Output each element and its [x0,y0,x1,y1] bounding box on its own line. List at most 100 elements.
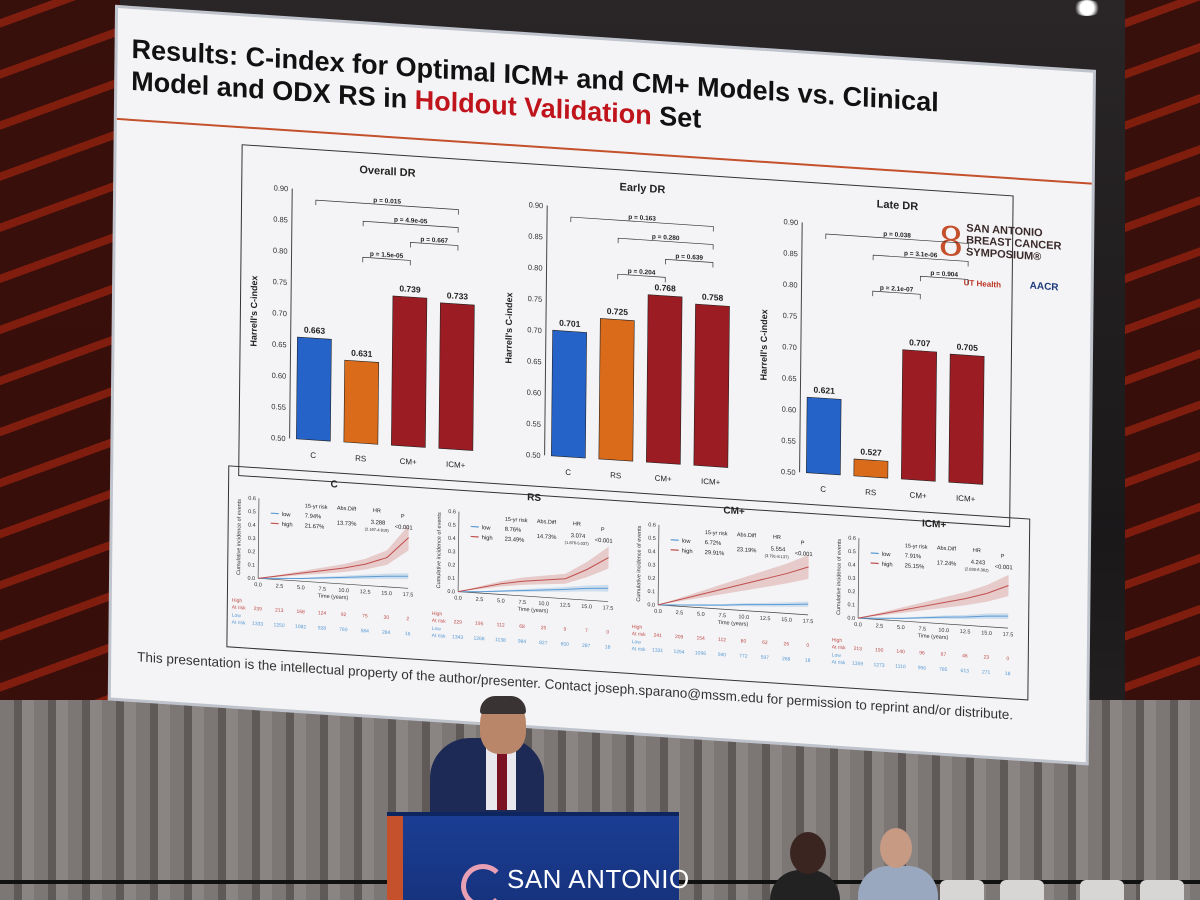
km-chart-xtick: 7.5 [318,586,326,592]
km-legend-risk: 29.91% [705,550,725,557]
bar-chart-p-value: p = 2.1e-07 [880,285,914,294]
km-at-risk-low-value: 1343 [452,634,463,641]
bar-chart-value-label: 0.768 [654,282,676,293]
km-hazard-ratio: 3.288 [371,520,386,527]
km-chart-ytick: 0.5 [448,522,456,528]
bar-chart-value-label: 0.621 [814,385,836,396]
bar-chart-ytick: 0.50 [526,450,541,460]
bar-chart-ytick: 0.55 [781,436,796,446]
bar-chart-category-label: C [820,485,826,494]
km-chart-xlabel: Time (years) [918,633,949,641]
km-legend-swatch [470,535,479,538]
bar-chart-bar [693,303,730,468]
km-chart-ylabel: Cumulative incidence of events [436,512,443,589]
km-chart-ytick: 0.0 [447,589,455,595]
km-at-risk-high-value: 190 [875,647,884,654]
km-at-risk-low-value: 268 [782,656,791,663]
km-hr-ci: (1.876-5.037) [565,540,590,547]
km-at-risk-high-value: 124 [318,610,327,617]
bar-chart-p-value: p = 3.1e-06 [904,250,938,259]
bar-chart-ytick: 0.90 [784,217,799,227]
bar-chart-ytick: 0.60 [272,371,287,381]
km-chart-xaxis [258,577,409,589]
km-header-p: P [601,527,605,533]
km-chart-xtick: 10.0 [738,614,749,621]
bar-chart-significance-bracket [920,275,969,285]
km-at-risk-low-value: 1138 [495,637,506,644]
km-at-risk-low-value: 1333 [252,621,263,628]
bar-chart-bar [948,353,985,485]
km-hazard-ratio: 4.243 [971,560,986,567]
km-legend-risk: 8.76% [505,527,521,534]
km-at-risk-low-value: 1250 [273,622,284,629]
bar-chart-title: Late DR [877,198,919,213]
km-chart-xtick: 10.0 [538,601,549,608]
bar-chart-category-label: CM+ [910,491,928,501]
km-at-risk-label: At risk [632,631,646,638]
bar-chart-bar [646,294,683,465]
km-at-risk-high-value: 213 [854,646,863,653]
km-at-risk-low-value: 650 [561,641,570,648]
presentation-slide: Results: C-index for Optimal ICM+ and CM… [110,8,1093,763]
km-p-value: <0.001 [395,524,413,531]
km-header-absdiff: Abs.Diff [737,532,757,539]
km-chart-title: C [330,479,337,490]
km-at-risk-high-value: 239 [254,606,263,613]
km-curve-high [857,585,1009,619]
slide-title-end: Set [659,100,702,134]
km-chart-xtick: 12.5 [360,589,371,596]
km-at-risk-low-label: Low [632,639,642,646]
km-chart-xtick: 15.0 [381,591,392,598]
km-header-risk: 15-yr risk [305,503,328,511]
km-at-risk-high-value: 168 [296,609,305,616]
km-at-risk-low-label: Low [232,613,242,620]
km-at-risk-high-value: 154 [696,635,705,642]
km-legend-risk: 7.91% [905,553,921,560]
km-at-risk-low-value: 1359 [852,661,863,668]
km-at-risk-low-value: 1110 [895,664,906,671]
km-chart-xtick: 10.0 [938,627,949,634]
bar-chart-category-label: RS [865,488,876,498]
km-hr-ci: (3.791-8.137) [765,553,790,560]
km-legend-group: high [482,535,493,542]
bar-chart-p-value: p = 4.9e-05 [394,216,428,225]
bar-chart-ytick: 0.75 [783,311,798,321]
km-legend-swatch [870,552,879,555]
km-at-risk-label: At risk [832,644,846,651]
bar-chart-bar [343,359,380,445]
km-chart-ylabel: Cumulative incidence of events [836,538,843,615]
km-at-risk-low-value: 760 [339,627,348,634]
bar-charts-svg: Overall DR Harrell's C-index 0.50 0.55 0.60 0… [249,164,985,504]
chair [1140,880,1184,900]
km-chart-ytick: 0.4 [648,549,656,555]
km-curve-low [658,603,809,606]
km-chart-xtick: 2.5 [276,584,284,590]
bar-chart-yaxis [289,188,293,439]
bar-chart-significance-bracket [825,233,969,249]
bar-chart-ytick: 0.65 [272,339,287,349]
podium: SAN ANTONIO [387,812,689,900]
cumulative-incidence-charts: C Cumulative incidence of events 0.0 0.1 0.2… [226,465,1031,701]
km-at-risk-high-value: 213 [275,607,284,614]
chair [1080,880,1124,900]
km-at-risk-high-value: 209 [675,634,684,641]
km-chart-xtick: 15.0 [781,617,792,624]
km-chart-ytick: 0.6 [448,509,456,515]
km-legend-swatch [470,525,479,528]
km-chart-yaxis [857,538,860,619]
km-at-risk-low-label: Low [832,652,842,659]
panelist-man [858,866,938,900]
km-at-risk-high-value: 62 [762,640,768,646]
bar-chart-title: Early DR [619,181,665,196]
km-at-risk-label: At risk [232,605,246,612]
km-p-value: <0.001 [595,538,613,545]
aacr-logo: AACR [1029,280,1059,294]
km-at-risk-high-value: 96 [919,650,925,656]
stage-spotlight [1072,0,1102,16]
km-at-risk-high-label: High [832,637,843,644]
bar-chart-p-value: p = 0.163 [628,214,656,223]
km-at-risk-low-value: 928 [318,625,327,632]
speaker-hair [480,696,526,714]
km-chart-xtick: 2.5 [676,610,684,616]
bar-chart-category-label: ICM+ [956,494,976,504]
